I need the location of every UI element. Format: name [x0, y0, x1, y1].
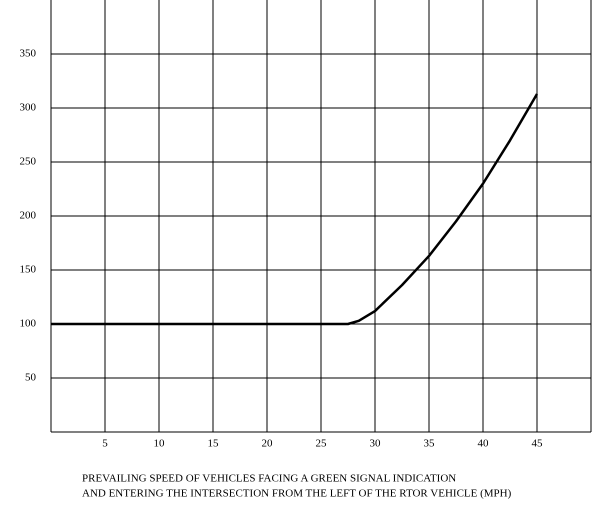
- x-tick-label: 40: [478, 438, 490, 450]
- x-axis-label: AND ENTERING THE INTERSECTION FROM THE L…: [82, 488, 512, 500]
- y-tick-label: 200: [20, 210, 37, 222]
- y-tick-label: 300: [20, 102, 37, 114]
- y-tick-label: 250: [20, 156, 37, 168]
- x-tick-label: 25: [316, 438, 328, 450]
- x-tick-label: 30: [370, 438, 382, 450]
- y-tick-label: 150: [20, 264, 37, 276]
- x-tick-label: 5: [102, 438, 108, 450]
- y-tick-label: 350: [20, 48, 37, 60]
- y-tick-label: 100: [20, 318, 37, 330]
- x-tick-label: 10: [154, 438, 166, 450]
- x-axis-label: PREVAILING SPEED OF VEHICLES FACING A GR…: [82, 473, 456, 485]
- data-line: [51, 93, 539, 326]
- x-tick-label: 20: [262, 438, 274, 450]
- x-tick-label: 35: [424, 438, 436, 450]
- x-tick-label: 45: [532, 438, 544, 450]
- x-tick-label: 15: [208, 438, 220, 450]
- y-tick-label: 50: [25, 372, 37, 384]
